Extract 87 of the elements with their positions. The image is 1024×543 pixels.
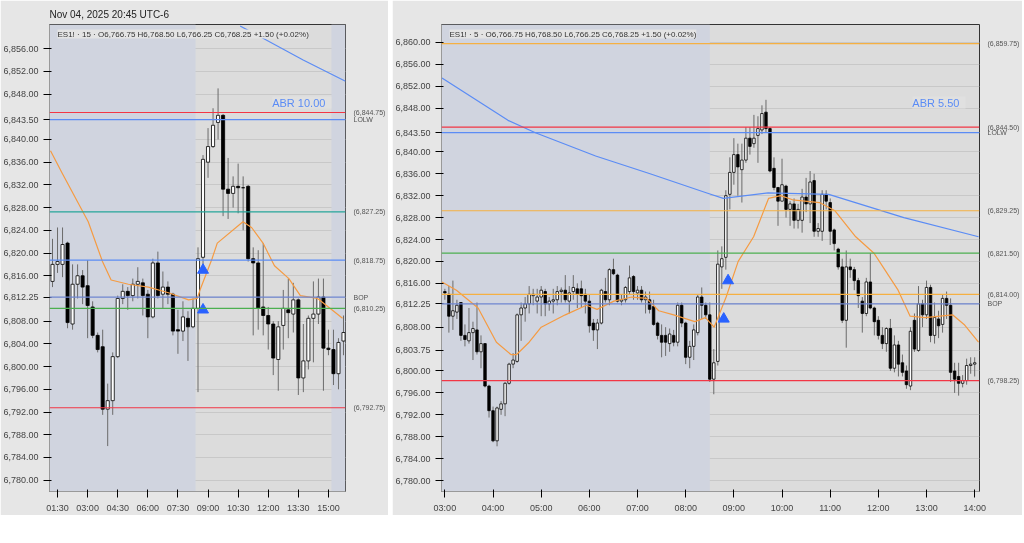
chart-subtitle: Nov 04, 2025 20:45 UTC-6 <box>49 8 170 20</box>
x-tick-label: 12:00 <box>867 502 890 513</box>
x-tick-label: 04:30 <box>106 502 129 513</box>
y-tick-label: 6,792.00 <box>395 409 431 420</box>
candlestick <box>973 356 977 377</box>
y-tick-label: 6,848.00 <box>395 103 431 114</box>
candlestick <box>543 288 547 317</box>
y-tick-label: 6,784.00 <box>395 453 431 464</box>
x-tick-label: 09:00 <box>196 502 220 513</box>
y-tick-label: 6,812.25 <box>395 298 431 309</box>
candlestick <box>563 274 567 304</box>
y-tick-label: 6,840.00 <box>3 134 39 145</box>
y-tick-label: 6,792.00 <box>3 407 39 418</box>
candlestick <box>896 340 901 377</box>
y-tick-label: 6,816.00 <box>3 270 39 281</box>
x-tick-label: 07:30 <box>166 502 190 513</box>
y-tick-label: 6,832.00 <box>3 179 39 190</box>
x-tick-label: 12:00 <box>256 502 280 513</box>
candlestick <box>579 280 583 309</box>
y-tick-label: 6,852.00 <box>395 81 431 92</box>
y-tick-label: 6,860.00 <box>395 37 431 48</box>
candlestick <box>663 326 668 357</box>
text: ES1! · 5 · O6,766.75 H6,768.50 L6,766.25 C6,768.25 +1.50 (+0.02%) <box>449 29 697 39</box>
y-tick-label: 6,808.00 <box>395 322 431 333</box>
candlestick <box>341 314 346 356</box>
y-tick-label: 6,843.50 <box>3 114 39 125</box>
y-tick-label: 6,824.00 <box>395 234 431 245</box>
annotation: ABR 10.00 <box>272 96 326 109</box>
y-tick-label: 6,848.00 <box>3 89 39 100</box>
x-tick-label: 11:00 <box>819 502 842 513</box>
y-tick-label: 6,816.00 <box>395 278 431 289</box>
x-tick-label: 10:30 <box>226 502 250 513</box>
y-tick-label: 6,836.00 <box>395 168 431 179</box>
x-tick-label: 13:00 <box>915 502 938 513</box>
y-tick-label: 6,824.00 <box>3 225 39 236</box>
y-tick-label: 6,796.00 <box>395 387 431 398</box>
x-tick-label: 06:00 <box>578 502 601 513</box>
candlestick <box>956 362 961 397</box>
candlestick <box>792 197 796 230</box>
y-tick-label: 6,812.25 <box>3 292 39 303</box>
x-tick-label: 01:30 <box>46 502 69 513</box>
y-tick-label: 6,804.00 <box>3 338 39 349</box>
line-series <box>441 77 980 238</box>
candlestick <box>631 274 636 301</box>
y-tick-label: 6,803.75 <box>395 345 431 356</box>
y-tick-label: 6,856.00 <box>3 43 39 54</box>
y-tick-label: 6,784.00 <box>3 452 39 463</box>
candlestick <box>965 358 969 386</box>
x-tick-label: 03:00 <box>76 502 99 513</box>
y-tick-label: 6,780.00 <box>3 475 39 486</box>
x-tick-label: 04:00 <box>481 502 505 513</box>
y-tick-label: 6,832.00 <box>395 190 431 201</box>
y-tick-label: 6,800.00 <box>395 365 431 376</box>
y-tick-label: 6,840.00 <box>395 146 431 157</box>
y-tick-label: 6,808.00 <box>3 316 39 327</box>
y-tick-label: 6,828.00 <box>395 212 431 223</box>
line-series <box>49 150 344 319</box>
x-tick-label: 09:00 <box>722 502 746 513</box>
x-tick-label: 05:00 <box>529 502 553 513</box>
candlestick <box>451 280 455 331</box>
x-tick-label: 10:00 <box>770 502 794 513</box>
candlestick <box>539 285 543 317</box>
x-tick-label: 14:00 <box>963 502 986 513</box>
y-tick-label: 6,780.00 <box>395 475 431 486</box>
candlestick <box>551 288 555 314</box>
candlestick <box>535 288 539 314</box>
text: ES1! · 15 · O6,766.75 H6,768.50 L6,766.25 C6,768.25 +1.50 (+0.02%) <box>57 29 310 39</box>
x-tick-label: 15:00 <box>317 502 340 513</box>
annotation: ABR 5.50 <box>912 96 960 109</box>
x-tick-label: 07:00 <box>626 502 649 513</box>
y-tick-label: 6,820.00 <box>395 256 431 267</box>
y-tick-label: 6,856.00 <box>395 59 431 70</box>
y-tick-label: 6,843.50 <box>395 127 431 138</box>
y-tick-label: 6,788.00 <box>395 431 431 442</box>
y-tick-label: 6,836.00 <box>3 157 39 168</box>
y-tick-label: 6,788.00 <box>3 429 39 440</box>
y-tick-label: 6,828.00 <box>3 202 39 213</box>
x-tick-label: 06:00 <box>136 502 160 513</box>
y-tick-label: 6,820.00 <box>3 248 39 259</box>
x-tick-label: 08:00 <box>674 502 697 513</box>
y-tick-label: 6,852.00 <box>3 66 39 77</box>
candlestick <box>668 328 672 353</box>
y-tick-label: 6,800.00 <box>3 361 39 372</box>
y-tick-label: 6,796.00 <box>3 384 39 395</box>
candlestick <box>447 285 451 334</box>
x-tick-label: 13:30 <box>287 502 310 513</box>
x-tick-label: 03:00 <box>433 502 457 513</box>
